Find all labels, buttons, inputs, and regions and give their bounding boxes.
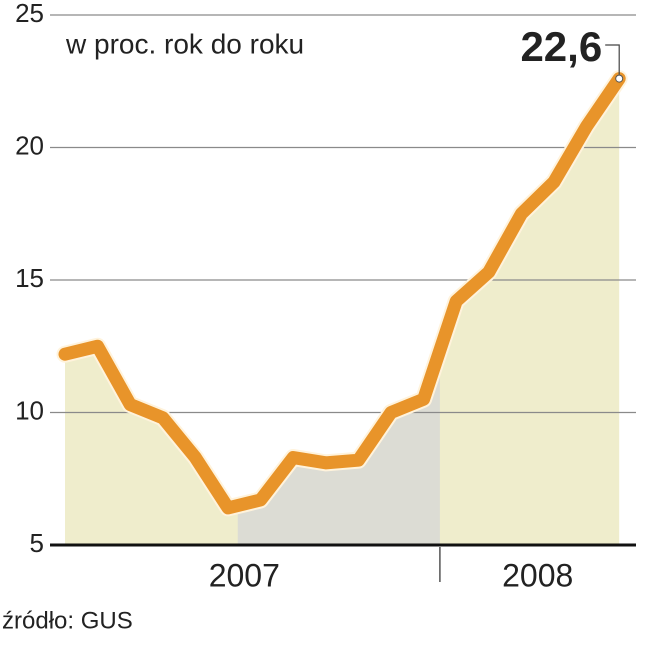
area-layer <box>65 78 620 545</box>
area <box>65 78 620 545</box>
highlight-area <box>237 350 440 545</box>
grid-layer: 5 10 15 20 25 2007 2008 <box>15 0 636 593</box>
point <box>615 74 624 83</box>
source: źródło: GUS <box>2 607 133 634</box>
x-group-label: 2007 <box>209 557 280 593</box>
x-group-label: 2008 <box>502 557 573 593</box>
chart-subtitle: w proc. rok do roku <box>65 28 304 59</box>
y-tick-label: 5 <box>30 528 44 558</box>
y-tick-label: 20 <box>15 130 44 160</box>
value-label: 22,6 <box>520 23 602 70</box>
line <box>58 72 626 515</box>
leader <box>605 44 620 75</box>
y-tick-label: 15 <box>15 263 44 293</box>
y-tick-label: 10 <box>15 395 44 425</box>
line-layer: 22,6 <box>56 23 628 517</box>
y-tick-label: 25 <box>15 0 44 28</box>
